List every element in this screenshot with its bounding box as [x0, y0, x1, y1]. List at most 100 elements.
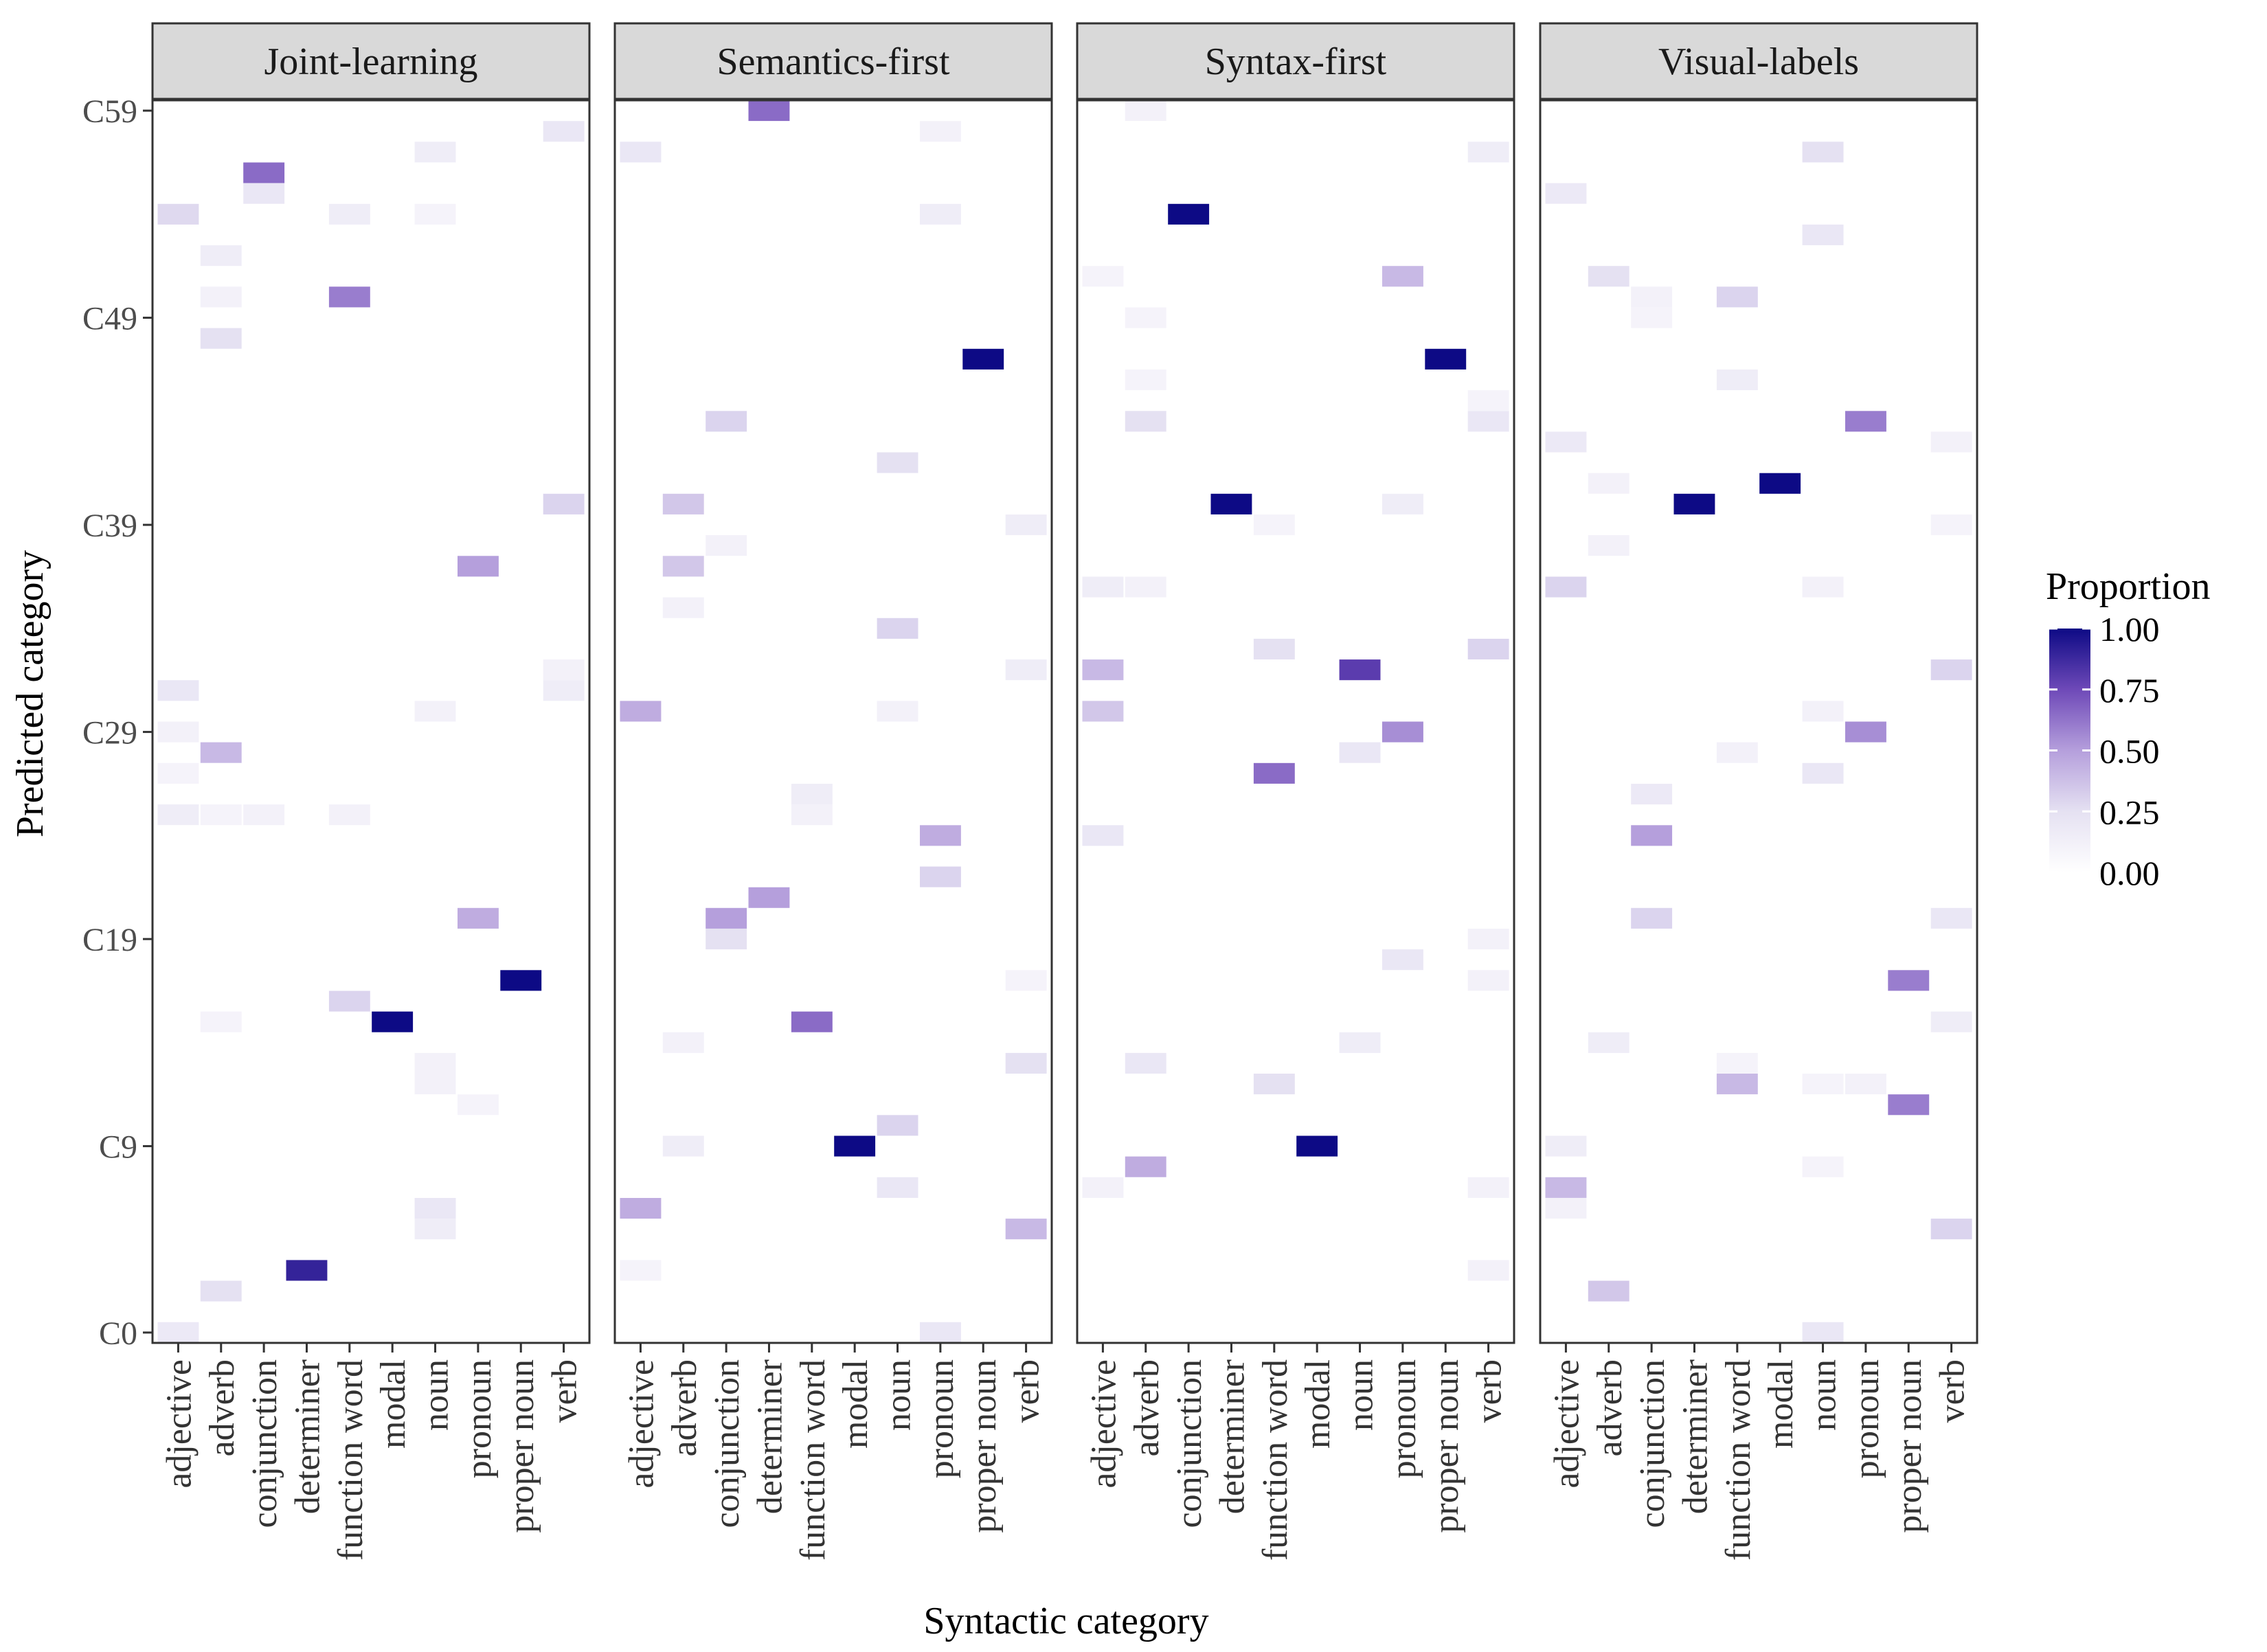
- panel-title: Joint-learning: [264, 41, 477, 83]
- heatmap-cell: [328, 203, 370, 225]
- x-tick-label: determiner: [750, 1359, 789, 1514]
- heatmap-cell: [1082, 576, 1124, 598]
- x-tick-label: adjective: [1084, 1359, 1123, 1489]
- x-tick-label: adjective: [622, 1359, 661, 1489]
- x-tick-label: verb: [1008, 1359, 1047, 1423]
- heatmap-cell: [662, 1032, 704, 1053]
- heatmap-cell: [1545, 431, 1587, 453]
- heatmap-cell: [157, 721, 199, 743]
- heatmap-cell: [834, 1135, 876, 1157]
- heatmap-cell: [1802, 576, 1844, 598]
- heatmap-cell: [706, 535, 747, 556]
- heatmap-cells: [1545, 142, 1972, 1343]
- heatmap-cell: [157, 762, 199, 784]
- heatmap-cell: [243, 804, 285, 826]
- x-tick-label: pronoun: [922, 1359, 961, 1478]
- panel-semantics-first: Semantics-first adjective adverb conjunctio…: [613, 22, 1053, 1561]
- heatmap-cell: [157, 1322, 199, 1343]
- heatmap-cell: [157, 680, 199, 701]
- heatmap-cell: [920, 121, 961, 142]
- x-tick-label: adverb: [203, 1359, 242, 1456]
- panel-strip: [613, 22, 1053, 100]
- panel-border: [1076, 99, 1515, 1344]
- heatmap-cell: [1339, 1032, 1381, 1053]
- heatmap-cell: [500, 970, 542, 991]
- panel-border: [151, 99, 591, 1344]
- heatmap-cell: [1802, 142, 1844, 163]
- panel-syntax-first: Syntax-first adjective adverb conjunction de…: [1076, 22, 1515, 1561]
- x-tick-label: proper noun: [965, 1359, 1004, 1533]
- heatmap-cell: [1382, 721, 1423, 743]
- x-tick-label: function word: [793, 1359, 833, 1561]
- heatmap-cell: [1588, 266, 1629, 287]
- heatmap-cell: [243, 183, 285, 204]
- x-tick-label: proper noun: [502, 1359, 541, 1533]
- heatmap-cell: [791, 804, 833, 826]
- x-tick-label: noun: [1342, 1359, 1381, 1431]
- heatmap-cell: [662, 556, 704, 577]
- heatmap-cell: [1802, 1074, 1844, 1095]
- y-tick-label: C29: [82, 715, 137, 751]
- heatmap-cell: [1716, 369, 1758, 390]
- y-tick-label: C59: [82, 93, 137, 130]
- heatmap-cell: [1716, 286, 1758, 308]
- heatmap-cell: [1082, 659, 1124, 681]
- heatmap-cell: [414, 1219, 456, 1240]
- heatmap-cell: [1210, 493, 1252, 514]
- x-tick-label: conjunction: [708, 1359, 747, 1528]
- y-tick-label: C39: [82, 508, 137, 544]
- heatmap-cell: [920, 203, 961, 225]
- heatmap-cell: [286, 1260, 328, 1281]
- heatmap-cell: [1125, 576, 1166, 598]
- heatmap-cell: [414, 1074, 456, 1095]
- x-tick-label: determiner: [1676, 1359, 1715, 1514]
- heatmap-cell: [200, 1280, 242, 1302]
- x-tick-label: noun: [1805, 1359, 1844, 1431]
- x-tick-label: adverb: [1590, 1359, 1629, 1456]
- heatmap-cell: [543, 121, 585, 142]
- legend-ticks: 0.00 0.25 0.50 0.75 1.00: [2049, 610, 2160, 892]
- y-tick-label: C49: [82, 301, 137, 337]
- heatmap-cell: [1125, 369, 1166, 390]
- heatmap-cell: [662, 1135, 704, 1157]
- heatmap-cell: [414, 701, 456, 722]
- y-axis: C0 C9 C19 C29 C39 C49 C59: [82, 93, 153, 1352]
- heatmap-cell: [543, 659, 585, 681]
- panel-plot-area: [1540, 100, 1977, 1343]
- legend-tick-label: 1.00: [2099, 610, 2160, 648]
- x-tick-label: adjective: [159, 1359, 199, 1489]
- heatmap-cell: [200, 286, 242, 308]
- heatmap-cell: [1716, 1074, 1758, 1095]
- x-axis-ticks: adjective adverb conjunction determiner func…: [1547, 1343, 1972, 1561]
- x-tick-label: function word: [331, 1359, 370, 1561]
- heatmap-cell: [157, 203, 199, 225]
- heatmap-cell: [1802, 1322, 1844, 1343]
- heatmap-cell: [200, 804, 242, 826]
- x-tick-label: adjective: [1547, 1359, 1586, 1489]
- heatmap-cell: [328, 804, 370, 826]
- heatmap-cell: [1467, 1260, 1509, 1281]
- heatmap-cell: [748, 887, 790, 908]
- heatmap-cell: [620, 1198, 662, 1219]
- panel-title: Syntax-first: [1205, 41, 1387, 83]
- heatmap-cell: [1802, 1156, 1844, 1177]
- heatmap-cell: [1082, 1177, 1124, 1198]
- heatmap-cell: [1005, 1219, 1047, 1240]
- heatmap-cell: [1631, 825, 1673, 846]
- heatmap-cell: [1125, 411, 1166, 432]
- x-tick-label: noun: [879, 1359, 918, 1431]
- x-axis-ticks: adjective adverb conjunction determiner func…: [622, 1343, 1047, 1561]
- legend-tick-label: 0.25: [2099, 793, 2160, 831]
- heatmap-cell: [1005, 970, 1047, 991]
- heatmap-cell: [1296, 1135, 1338, 1157]
- heatmap-cell: [1759, 473, 1801, 494]
- heatmap-cell: [1082, 825, 1124, 846]
- heatmap-cell: [877, 1115, 918, 1136]
- x-tick-label: pronoun: [460, 1359, 499, 1478]
- x-tick-label: verb: [1470, 1359, 1509, 1423]
- heatmap-cell: [748, 100, 790, 122]
- panel-strip: [1076, 22, 1515, 100]
- x-tick-label: proper noun: [1890, 1359, 1929, 1533]
- heatmap-cell: [1467, 929, 1509, 950]
